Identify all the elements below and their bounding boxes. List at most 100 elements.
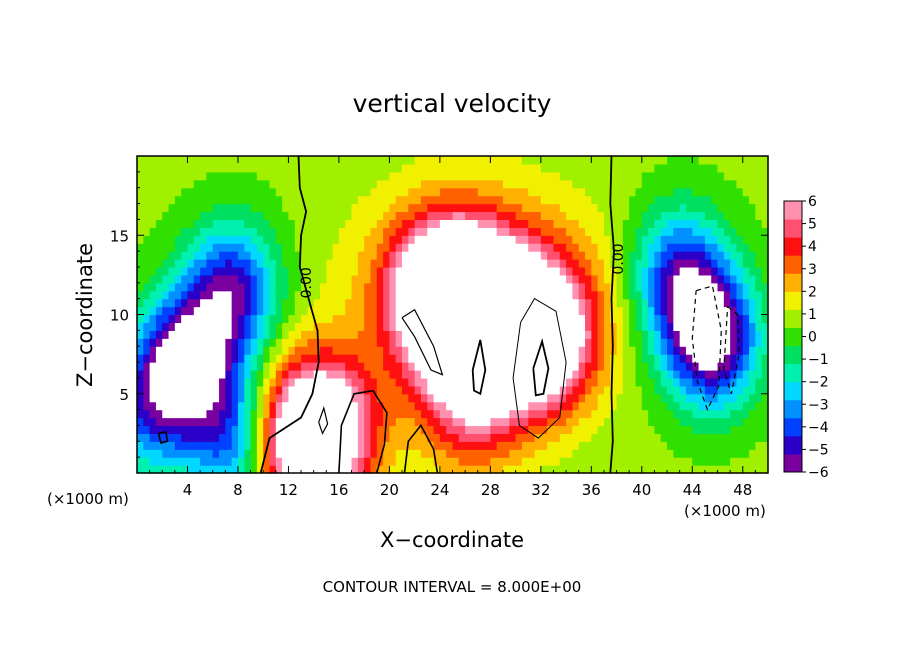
field-cell — [553, 171, 561, 181]
field-cell — [641, 211, 649, 221]
field-cell — [553, 338, 561, 347]
field-cell — [635, 195, 643, 205]
field-cell — [307, 354, 315, 363]
field-cell — [736, 385, 744, 395]
field-cell — [761, 401, 769, 411]
field-cell — [452, 409, 460, 419]
field-cell — [364, 393, 372, 403]
field-cell — [307, 338, 315, 347]
field-cell — [597, 195, 605, 205]
field-cell — [193, 393, 201, 403]
field-cell — [528, 179, 536, 189]
field-cell — [237, 354, 245, 363]
field-cell — [433, 441, 441, 450]
field-cell — [206, 203, 214, 213]
field-cell — [370, 449, 378, 458]
field-cell — [566, 251, 573, 260]
field-cell — [275, 322, 283, 331]
field-cell — [717, 465, 725, 474]
field-cell — [237, 338, 245, 347]
field-cell — [673, 211, 681, 221]
field-cell — [231, 259, 239, 268]
field-cell — [502, 259, 510, 268]
field-cell — [237, 274, 245, 284]
field-cell — [288, 393, 296, 403]
field-cell — [433, 179, 441, 189]
field-cell — [452, 203, 460, 213]
field-cell — [370, 346, 378, 355]
field-cell — [534, 290, 542, 300]
field-cell — [723, 290, 731, 300]
field-cell — [420, 306, 428, 316]
field-cell — [427, 156, 435, 165]
field-cell — [654, 156, 662, 165]
field-cell — [692, 211, 700, 221]
field-cell — [673, 243, 681, 252]
field-cell — [553, 187, 561, 197]
field-cell — [275, 433, 283, 442]
field-cell — [351, 156, 359, 165]
field-cell — [566, 393, 573, 403]
field-cell — [742, 409, 750, 419]
field-cell — [761, 369, 769, 379]
field-cell — [319, 187, 327, 197]
field-cell — [307, 457, 315, 466]
field-cell — [761, 219, 769, 228]
field-cell — [496, 417, 504, 427]
field-cell — [149, 457, 157, 466]
field-cell — [263, 369, 271, 379]
field-cell — [622, 425, 630, 434]
field-cell — [269, 156, 277, 165]
field-cell — [389, 425, 397, 434]
field-cell — [585, 441, 592, 450]
field-cell — [465, 179, 473, 189]
field-cell — [326, 457, 334, 466]
field-cell — [326, 338, 334, 347]
field-cell — [496, 179, 504, 189]
field-cell — [730, 401, 738, 411]
field-cell — [332, 385, 340, 395]
field-cell — [137, 369, 144, 379]
field-cell — [332, 195, 340, 205]
field-cell — [641, 401, 649, 411]
field-cell — [641, 449, 649, 458]
field-cell — [162, 425, 170, 434]
field-cell — [559, 227, 567, 236]
field-cell — [275, 274, 283, 284]
field-cell — [219, 377, 226, 387]
field-cell — [515, 179, 523, 189]
field-cell — [345, 322, 353, 331]
field-cell — [370, 441, 378, 450]
field-cell — [616, 306, 624, 316]
field-cell — [225, 243, 233, 252]
field-cell — [383, 163, 390, 173]
field-cell — [370, 338, 378, 347]
field-cell — [357, 314, 365, 324]
field-cell — [345, 465, 353, 474]
field-cell — [477, 433, 485, 442]
field-cell — [193, 322, 201, 331]
field-cell — [181, 433, 189, 442]
field-cell — [364, 187, 372, 197]
field-cell — [654, 274, 662, 284]
field-cell — [338, 425, 346, 434]
field-cell — [364, 322, 372, 331]
field-cell — [326, 195, 334, 205]
field-cell — [660, 290, 668, 300]
field-cell — [187, 417, 195, 427]
field-cell — [534, 227, 542, 236]
field-cell — [477, 171, 485, 181]
field-cell — [490, 306, 498, 316]
field-cell — [547, 465, 555, 474]
field-cell — [237, 330, 245, 339]
field-cell — [250, 306, 258, 316]
field-cell — [402, 322, 409, 331]
field-cell — [376, 409, 384, 419]
field-cell — [326, 354, 334, 363]
field-cell — [256, 243, 264, 252]
field-cell — [332, 393, 340, 403]
field-cell — [345, 441, 353, 450]
field-cell — [559, 235, 567, 244]
field-cell — [250, 314, 258, 324]
field-cell — [137, 338, 144, 347]
